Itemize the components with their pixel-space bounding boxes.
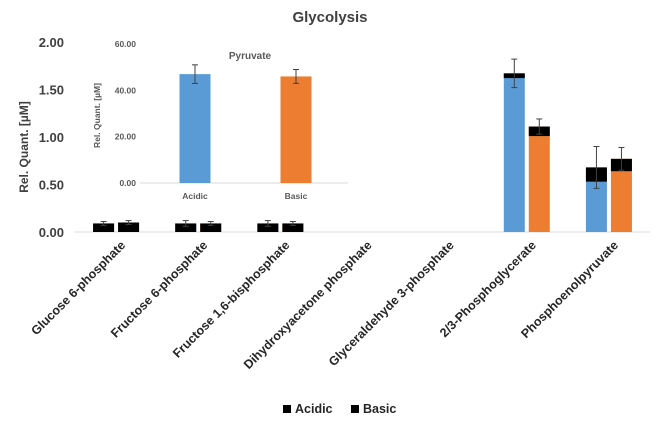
inset-y-tick-label: 60.00 bbox=[115, 39, 137, 49]
y-tick-label: 2.00 bbox=[39, 35, 64, 50]
inset-x-category-label: Acidic bbox=[182, 191, 208, 201]
inset-bar-acidic bbox=[179, 74, 211, 183]
legend-swatch-basic bbox=[351, 405, 359, 413]
legend-label-acidic: Acidic bbox=[295, 402, 333, 416]
bar-overlay bbox=[118, 222, 140, 232]
inset-title: Pyruvate bbox=[229, 51, 272, 62]
inset-x-category-label: Basic bbox=[285, 191, 308, 201]
inset-chart-pyruvate: Pyruvate 0.00 20.00 40.00 60.00 Rel. Quant. [… bbox=[92, 39, 348, 201]
main-chart: Glycolysis 0.00 0.50 1.00 1.50 2.00 Rel. Quant… bbox=[17, 9, 650, 372]
x-category-label: Glucose 6-phosphate bbox=[28, 238, 128, 338]
inset-y-axis-label: Rel. Quant. [µM] bbox=[92, 83, 102, 148]
bar-basic bbox=[610, 158, 632, 232]
bar-basic bbox=[528, 126, 550, 232]
y-tick-label: 1.00 bbox=[39, 130, 64, 145]
y-tick-label: 0.50 bbox=[39, 178, 64, 193]
bar-acidic bbox=[585, 167, 607, 232]
bar-overlay bbox=[257, 223, 279, 232]
inset-bar-basic bbox=[280, 76, 312, 183]
inset-y-tick-label: 20.00 bbox=[115, 132, 137, 142]
y-axis-label: Rel. Quant. [µM] bbox=[17, 101, 31, 193]
y-tick-label: 1.50 bbox=[39, 83, 64, 98]
x-category-label: Phosphoenolpyruvate bbox=[518, 238, 621, 341]
x-category-label: Dihydroxyacetone phosphate bbox=[241, 238, 375, 372]
legend: Acidic Basic bbox=[283, 402, 396, 416]
y-tick-label: 0.00 bbox=[39, 225, 64, 240]
bar-overlay bbox=[200, 223, 222, 232]
bar-overlay bbox=[282, 223, 304, 232]
bar-overlay bbox=[93, 223, 115, 232]
inset-y-tick-label: 0.00 bbox=[119, 178, 136, 188]
bar-acidic bbox=[503, 73, 525, 232]
legend-swatch-acidic bbox=[283, 405, 291, 413]
legend-label-basic: Basic bbox=[363, 402, 396, 416]
inset-y-tick-label: 40.00 bbox=[115, 85, 137, 95]
chart-title: Glycolysis bbox=[292, 9, 367, 26]
bar-overlay bbox=[175, 223, 197, 232]
